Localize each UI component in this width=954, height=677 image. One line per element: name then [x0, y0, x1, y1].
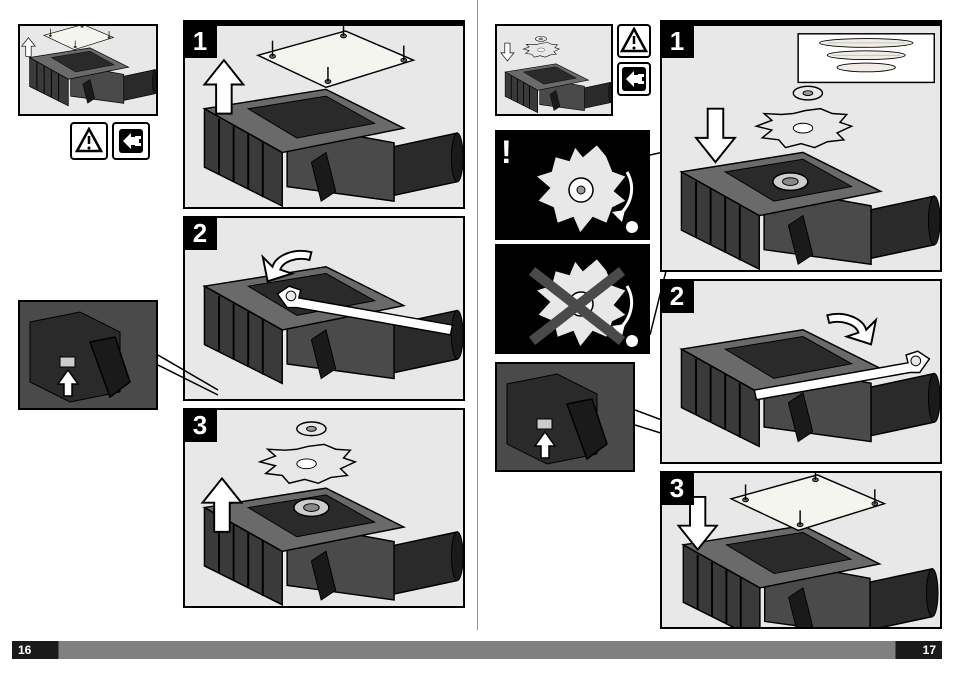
step-number-3-right: 3 — [660, 471, 694, 505]
blade-rotation-incorrect — [495, 244, 650, 354]
footer-bar-left — [12, 641, 477, 659]
unplug-icon — [617, 62, 651, 96]
page-gutter — [477, 0, 478, 630]
warning-icon — [70, 122, 108, 160]
blade-rotation-correct: ! — [495, 130, 650, 240]
page-number-17: 17 — [923, 643, 936, 657]
step-1-panel-right — [660, 24, 942, 272]
step-number-2: 2 — [183, 216, 217, 250]
page-number-16: 16 — [18, 643, 31, 657]
callout-line-left — [158, 350, 228, 400]
step-number-1-right: 1 — [660, 24, 694, 58]
lock-detail-left — [18, 300, 158, 410]
thumbnail-right — [495, 24, 613, 116]
step-number-1: 1 — [183, 24, 217, 58]
page-16: 1 2 — [0, 0, 477, 677]
unplug-icon — [112, 122, 150, 160]
safety-icons-left — [70, 122, 150, 160]
page-17: ! — [477, 0, 954, 677]
warning-icon — [617, 24, 651, 58]
manual-spread: 1 2 — [0, 0, 954, 677]
footer-bar-right — [477, 641, 942, 659]
step-3-panel-left — [183, 408, 465, 608]
step-1-panel-left — [183, 24, 465, 209]
safety-icons-right — [617, 24, 651, 96]
lock-detail-right — [495, 362, 635, 472]
step-number-2-right: 2 — [660, 279, 694, 313]
step-number-3: 3 — [183, 408, 217, 442]
step-2-panel-right — [660, 279, 942, 464]
thumbnail-left — [18, 24, 158, 116]
step-3-panel-right — [660, 471, 942, 629]
